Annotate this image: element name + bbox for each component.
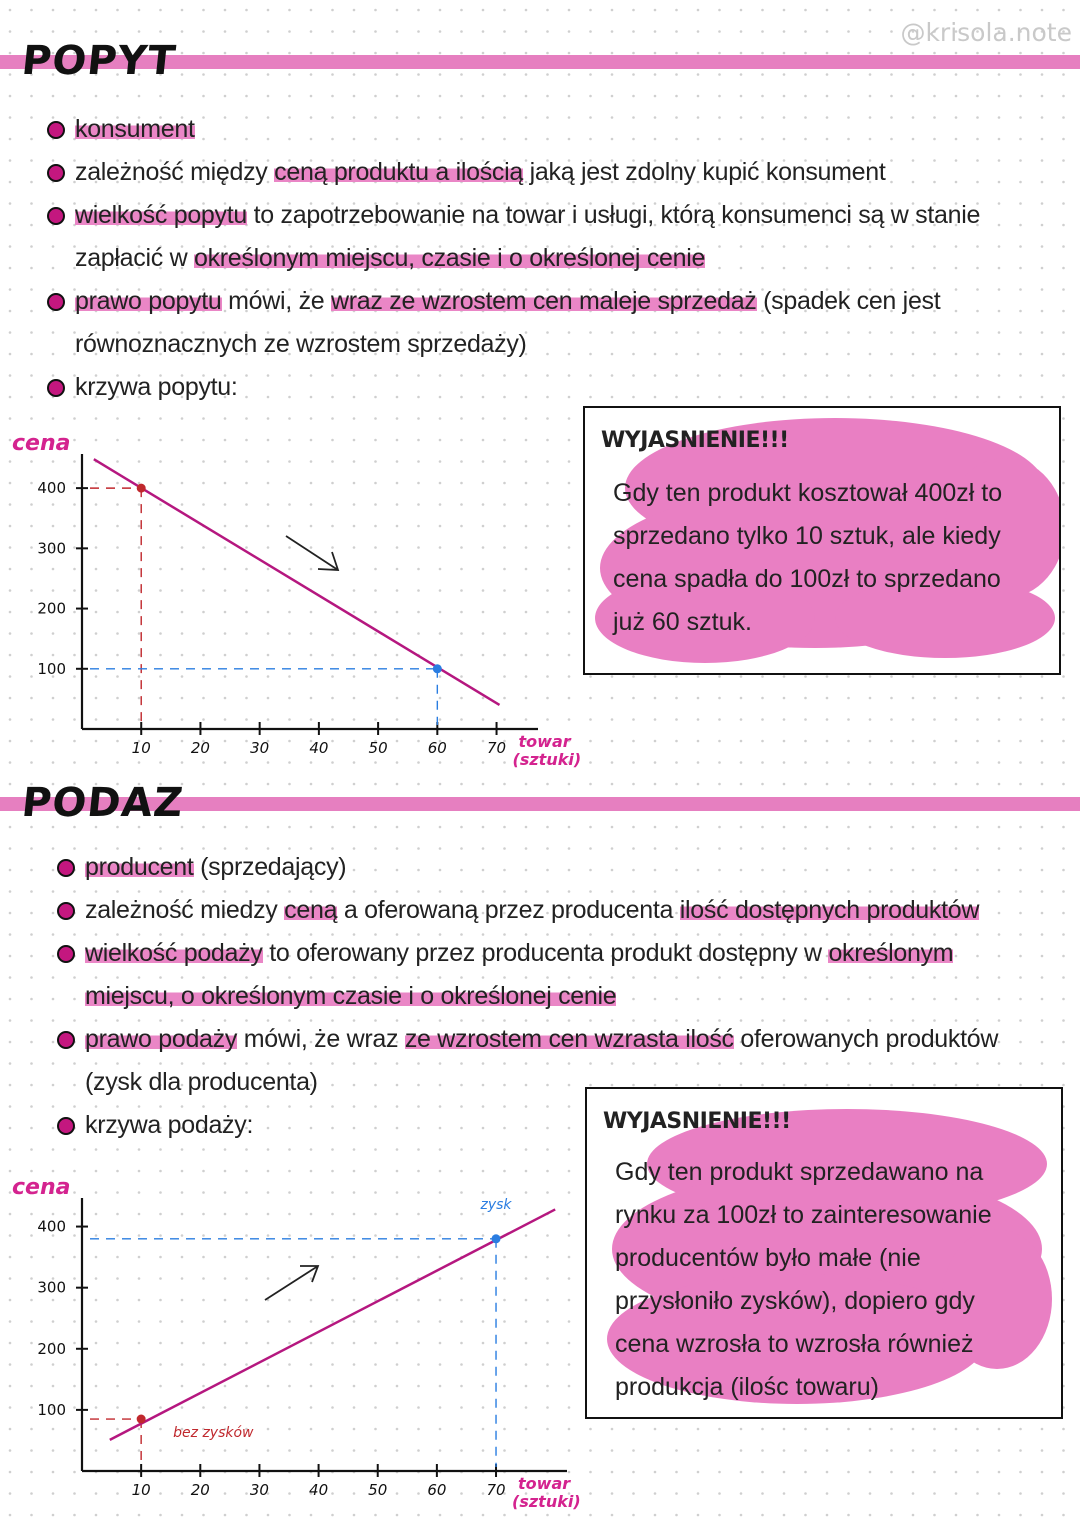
highlighted-text: producent bbox=[85, 853, 194, 881]
explanation-box: WYJASNIENIE!!! Gdy ten produkt sprzedawa… bbox=[585, 1087, 1063, 1419]
highlighted-text: wielkość podaży bbox=[85, 939, 263, 967]
text: krzywa podaży: bbox=[85, 1111, 254, 1139]
x-tick-label: 70 bbox=[486, 1481, 505, 1499]
box-title: WYJASNIENIE!!! bbox=[601, 428, 789, 453]
y-tick-label: 100 bbox=[37, 1401, 66, 1419]
x-tick-label: 10 bbox=[132, 739, 151, 757]
text: oferowanych produktów (zysk dla producen… bbox=[85, 1025, 999, 1096]
point bbox=[491, 1234, 501, 1244]
x-tick-label: 60 bbox=[427, 1481, 446, 1499]
highlighted-text: wraz ze wzrostem cen maleje sprzedaż bbox=[331, 287, 757, 315]
text: (spadek cen jest równoznacznych ze wzros… bbox=[75, 287, 941, 358]
highlight-blob bbox=[595, 418, 1059, 663]
x-axis-label: (sztuki) bbox=[513, 750, 582, 769]
curve bbox=[93, 458, 501, 706]
point bbox=[136, 483, 146, 493]
highlighted-text: prawo podaży bbox=[85, 1025, 238, 1053]
text: zależność miedzy bbox=[85, 896, 285, 924]
bullet-list: producent (sprzedający) zależność miedzy … bbox=[55, 846, 1045, 1147]
box-title: WYJASNIENIE!!! bbox=[603, 1109, 791, 1134]
x-tick-label: 40 bbox=[309, 1481, 328, 1499]
section-bar bbox=[0, 55, 1080, 69]
x-tick-label: 20 bbox=[191, 739, 210, 757]
explanation-box: WYJASNIENIE!!! Gdy ten produkt kosztował… bbox=[583, 406, 1061, 675]
annotation: zysk bbox=[480, 1197, 513, 1213]
bullet: prawo popytu mówi, że wraz ze wzrostem c… bbox=[45, 280, 1005, 366]
section-bar bbox=[0, 797, 1080, 811]
text: zależność między bbox=[75, 158, 275, 186]
x-tick-label: 30 bbox=[250, 739, 269, 757]
highlighted-text: określonym miejscu, czasie i o określone… bbox=[193, 244, 706, 272]
highlight-blob bbox=[607, 1109, 1052, 1404]
text: jaką jest zdolny kupić konsument bbox=[522, 158, 886, 186]
section-title: PODAZ bbox=[19, 780, 186, 826]
highlighted-text: ilość dostępnych produktów bbox=[679, 896, 980, 924]
highlighted-text: konsument bbox=[75, 115, 195, 143]
trend-arrow bbox=[264, 535, 340, 1301]
highlighted-text: prawo popytu bbox=[75, 287, 222, 315]
bullet: zależność między ceną produktu a ilością… bbox=[45, 151, 1005, 194]
box-text: Gdy ten produkt kosztował 400zł to sprze… bbox=[613, 479, 1003, 636]
x-tick-label: 70 bbox=[487, 739, 506, 757]
bullet: wielkość popytu to zapotrzebowanie na to… bbox=[45, 194, 1005, 280]
text: (sprzedający) bbox=[193, 853, 347, 881]
bullet: wielkość podaży to oferowany przez produ… bbox=[55, 932, 1045, 1018]
x-tick-label: 10 bbox=[132, 1481, 151, 1499]
section-title: POPYT bbox=[19, 38, 179, 84]
bullet: krzywa podaży: bbox=[55, 1104, 1045, 1147]
bullet: zależność miedzy ceną a oferowaną przez … bbox=[55, 889, 1045, 932]
x-tick-label: 40 bbox=[309, 739, 328, 757]
bullet-list: konsument zależność między ceną produktu … bbox=[45, 108, 1005, 409]
y-tick-label: 100 bbox=[37, 660, 66, 678]
text: mówi, że wraz bbox=[237, 1025, 405, 1053]
y-tick-label: 400 bbox=[37, 479, 66, 497]
box-text: Gdy ten produkt sprzedawano na rynku za … bbox=[615, 1158, 992, 1401]
y-axis-label: cena bbox=[12, 1175, 70, 1200]
x-tick-label: 50 bbox=[368, 1481, 387, 1499]
bullet: prawo podaży mówi, że wraz ze wzrostem c… bbox=[55, 1018, 1045, 1104]
curve bbox=[109, 1208, 556, 1441]
watermark: @krisola.note bbox=[900, 18, 1072, 47]
y-axis-label: cena bbox=[12, 431, 70, 456]
annotation: bez zysków bbox=[173, 1425, 254, 1441]
text: a oferowaną przez producenta bbox=[337, 896, 680, 924]
y-tick-label: 200 bbox=[37, 1340, 66, 1358]
y-tick-label: 300 bbox=[37, 1279, 66, 1297]
y-tick-label: 300 bbox=[37, 539, 66, 557]
text: to zapotrzebowanie na towar i usługi, kt… bbox=[75, 201, 981, 272]
highlighted-text: ceną produktu a ilością bbox=[274, 158, 523, 186]
y-tick-label: 400 bbox=[37, 1218, 66, 1236]
text: mówi, że bbox=[221, 287, 332, 315]
point bbox=[136, 1414, 146, 1424]
x-tick-label: 50 bbox=[369, 739, 388, 757]
bullet: producent (sprzedający) bbox=[55, 846, 1045, 889]
point bbox=[432, 664, 442, 674]
x-axis-label: (sztuki) bbox=[512, 1492, 581, 1511]
x-tick-label: 60 bbox=[428, 739, 447, 757]
y-tick-label: 200 bbox=[37, 600, 66, 618]
highlighted-text: ceną bbox=[284, 896, 338, 924]
bullet: konsument bbox=[45, 108, 1005, 151]
x-tick-label: 30 bbox=[250, 1481, 269, 1499]
text: krzywa popytu: bbox=[75, 373, 238, 401]
x-axis-label: towar bbox=[519, 732, 572, 751]
highlighted-text: wielkość popytu bbox=[75, 201, 247, 229]
text: to oferowany przez producenta produkt do… bbox=[262, 939, 829, 967]
x-axis-label: towar bbox=[518, 1474, 571, 1493]
x-tick-label: 20 bbox=[191, 1481, 210, 1499]
bullet: krzywa popytu: bbox=[45, 366, 1005, 409]
highlighted-text: ze wzrostem cen wzrasta ilość bbox=[404, 1025, 734, 1053]
